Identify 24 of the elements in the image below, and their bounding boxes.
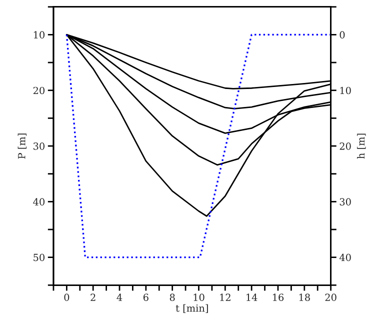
x-tick-label: 16 [272, 294, 284, 302]
x-tick-label: 0 [64, 294, 70, 302]
y2-tick-label: 0 [340, 31, 345, 39]
x-tick-label: 20 [325, 294, 336, 302]
x-tick-label: 10 [194, 294, 204, 302]
y2-tick-label: 40 [339, 254, 351, 262]
y2-axis-title: h [m] [357, 134, 366, 159]
x-tick-label: 12 [220, 294, 230, 301]
x-tick-label: 18 [299, 294, 310, 302]
x-tick-label: 2 [90, 294, 96, 301]
x-tick-label: 4 [116, 294, 122, 301]
y2-tick-label: 20 [340, 142, 351, 150]
y-tick-label: 40 [33, 198, 44, 206]
y-tick-label: 50 [34, 254, 44, 262]
y-tick-label: 30 [34, 142, 44, 150]
x-tick-label: 8 [170, 294, 175, 302]
x-tick-label: 6 [143, 294, 148, 302]
x-axis-title: t [min] [176, 304, 208, 313]
y-tick-label: 10 [34, 31, 44, 39]
x-tick-label: 14 [246, 294, 258, 301]
y2-tick-label: 30 [340, 198, 351, 206]
y-tick-label: 20 [33, 86, 44, 94]
y-axis-title: P [m] [18, 134, 26, 159]
y2-tick-label: 10 [340, 86, 351, 94]
